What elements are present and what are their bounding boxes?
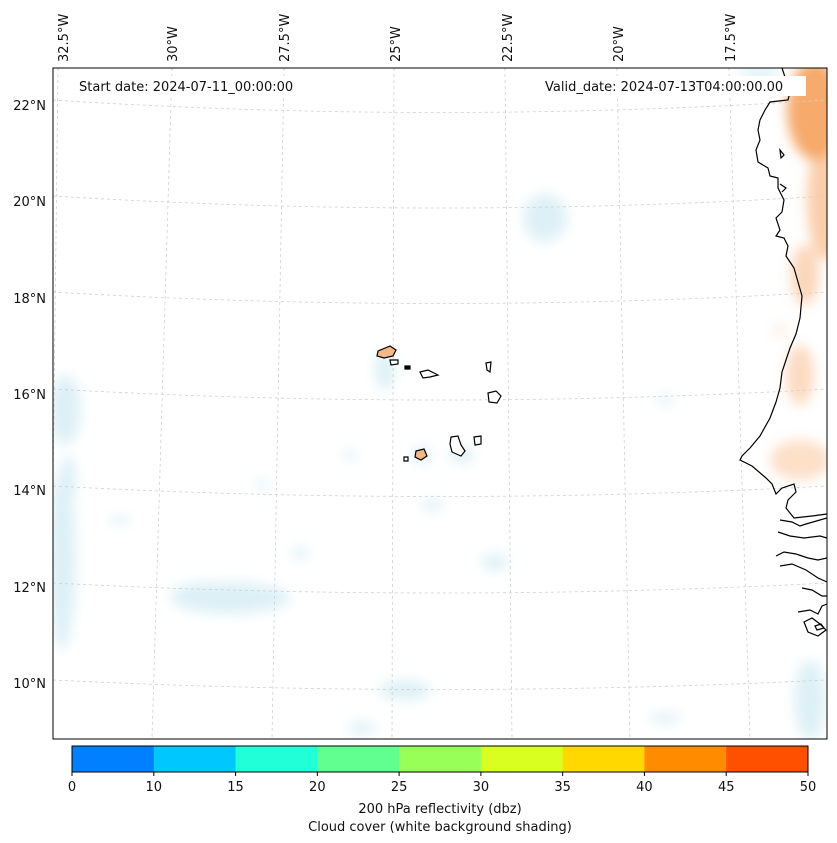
colorbar-subtitle: Cloud cover (white background shading) — [308, 820, 572, 835]
west-africa-coastline — [739, 68, 827, 637]
lon-label: 20°W — [612, 26, 627, 62]
lat-label: 10°N — [13, 677, 46, 692]
valid-date-label: Valid_date: 2024-07-13T04:00:00.00 — [545, 80, 783, 95]
lat-label: 18°N — [13, 292, 46, 307]
colorbar-tick-label: 30 — [473, 780, 490, 795]
colorbar-swatch — [480, 746, 564, 772]
island-sal — [485, 361, 492, 374]
colorbar-swatch — [726, 746, 809, 772]
island-fogo — [414, 448, 428, 461]
colorbar-tick-label: 50 — [800, 780, 817, 795]
colorbar: 0 10 15 20 25 30 35 40 45 50 200 hPa reflectivity… — [68, 745, 816, 835]
lon-label: 30°W — [166, 26, 181, 62]
colorbar-swatches — [72, 746, 809, 772]
colorbar-swatch — [153, 746, 237, 772]
colorbar-tick-label: 40 — [636, 780, 653, 795]
colorbar-tick-label: 45 — [718, 780, 735, 795]
colorbar-tick-label: 15 — [227, 780, 244, 795]
colorbar-tick-label: 25 — [391, 780, 408, 795]
island-santa-luzia — [404, 365, 411, 370]
colorbar-tick-label: 20 — [309, 780, 326, 795]
colorbar-ticks: 0 10 15 20 25 30 35 40 45 50 — [68, 772, 816, 795]
colorbar-swatch — [317, 746, 400, 772]
colorbar-swatch — [399, 746, 482, 772]
lon-label: 22.5°W — [501, 14, 516, 62]
map-background — [53, 68, 827, 739]
island-boa-vista — [487, 390, 502, 404]
island-maio — [473, 435, 482, 446]
lat-label: 20°N — [13, 195, 46, 210]
colorbar-title: 200 hPa reflectivity (dbz) — [358, 802, 521, 817]
island-santo-antao — [376, 345, 397, 359]
lon-label: 27.5°W — [278, 14, 293, 62]
colorbar-swatch — [235, 746, 318, 772]
lat-label: 22°N — [13, 99, 46, 114]
colorbar-tick-label: 35 — [554, 780, 571, 795]
start-date-label: Start date: 2024-07-11_00:00:00 — [79, 80, 293, 95]
lat-label: 14°N — [13, 484, 46, 499]
lat-label: 12°N — [13, 581, 46, 596]
longitude-labels: 32.5°W 30°W 27.5°W 25°W 22.5°W 20°W 17.5… — [57, 14, 739, 62]
lon-label: 17.5°W — [724, 14, 739, 62]
island-brava — [403, 456, 409, 462]
colorbar-tick-label: 10 — [146, 780, 163, 795]
colorbar-swatch — [644, 746, 727, 772]
map-gridlines — [53, 68, 827, 739]
colorbar-swatch — [562, 746, 645, 772]
valid-date-box — [540, 76, 806, 96]
island-sao-nicolau — [419, 369, 440, 379]
latitude-labels: 22°N 20°N 18°N 16°N 14°N 12°N 10°N — [13, 99, 46, 692]
map-frame — [52, 67, 828, 740]
island-sao-vicente — [389, 359, 399, 366]
lat-label: 16°N — [13, 388, 46, 403]
colorbar-swatch — [72, 746, 155, 772]
island-santiago — [449, 435, 466, 457]
start-date-box — [74, 76, 312, 96]
reflectivity-shading — [770, 68, 827, 480]
lon-label: 32.5°W — [57, 14, 72, 62]
cape-verde-islands — [376, 345, 502, 462]
colorbar-tick-label: 0 — [68, 780, 76, 795]
lon-label: 25°W — [389, 26, 404, 62]
colorbar-frame — [71, 745, 809, 773]
